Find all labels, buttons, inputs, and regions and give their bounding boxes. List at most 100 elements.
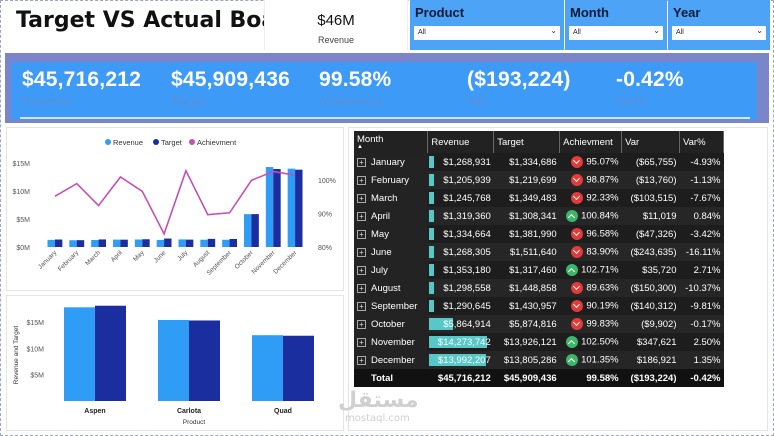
- bar-revenue: [91, 240, 99, 247]
- table-row[interactable]: + December $13,992,207 $13,805,286 101.35% $1…: [354, 351, 724, 369]
- bar-revenue: [47, 239, 55, 247]
- bar-revenue: [222, 239, 230, 247]
- expand-icon[interactable]: +: [357, 247, 366, 257]
- cell-achievement: 101.35%: [559, 351, 622, 369]
- table-row[interactable]: + January $1,268,931 $1,334,686 95.07% ($65,7…: [354, 153, 724, 171]
- cell-month[interactable]: + July: [354, 261, 428, 279]
- expand-icon[interactable]: +: [357, 319, 366, 329]
- cell-revenue: $1,334,664: [427, 225, 494, 243]
- cell-var-percent: 0.84%: [679, 207, 724, 225]
- expand-icon[interactable]: +: [357, 211, 366, 221]
- cell-month[interactable]: + September: [354, 297, 428, 315]
- x-tick-label: Aspen: [84, 408, 105, 415]
- cell-month[interactable]: + October: [354, 315, 428, 333]
- slicer-month-dropdown[interactable]: All ⌄: [569, 26, 663, 40]
- x-tick-label: July: [176, 249, 190, 263]
- col-var[interactable]: Var: [621, 131, 680, 153]
- expand-icon[interactable]: +: [357, 175, 366, 185]
- table-row[interactable]: + August $1,298,558 $1,448,858 89.63% ($150,3…: [354, 279, 724, 297]
- slicer-year-dropdown[interactable]: All ⌄: [672, 26, 766, 40]
- kpi-var-percent: -0.42% Var%: [616, 68, 684, 108]
- revenue-databar: [428, 246, 435, 258]
- arrow-down-icon: [571, 300, 584, 312]
- table-row[interactable]: + October $5,864,914 $5,874,816 99.83% ($9,90…: [354, 315, 724, 333]
- expand-icon[interactable]: +: [357, 157, 366, 167]
- watermark-logo: مستقل: [338, 388, 419, 413]
- bar-target: [142, 239, 150, 247]
- cell-month[interactable]: + August: [354, 279, 428, 297]
- expand-icon[interactable]: +: [357, 265, 366, 275]
- cell-month[interactable]: + May: [354, 225, 428, 243]
- cell-revenue: $5,864,914: [427, 315, 494, 333]
- table-row[interactable]: + May $1,334,664 $1,381,990 96.58% ($47,326) -…: [354, 225, 724, 243]
- table-row[interactable]: + April $1,319,360 $1,308,341 100.84% $11,019…: [354, 207, 724, 225]
- cell-revenue: $1,268,305: [427, 243, 494, 261]
- table-row[interactable]: + September $1,290,645 $1,430,957 90.19% ($14…: [354, 297, 724, 315]
- bar-revenue: [156, 239, 165, 247]
- table-row[interactable]: + July $1,353,180 $1,317,460 102.71% $35,720 2…: [354, 261, 724, 279]
- monthly-chart: Revenue Target Achievment $15M $10M $5M $0M 100…: [12, 138, 335, 277]
- cell-month[interactable]: + April: [354, 207, 428, 225]
- cell-revenue: $1,298,558: [427, 279, 494, 297]
- slicer-product-dropdown[interactable]: All ⌄: [414, 26, 560, 40]
- x-tick-label: February: [57, 249, 81, 273]
- col-target[interactable]: Target: [493, 131, 561, 153]
- table-row[interactable]: + March $1,245,768 $1,349,483 92.33% ($103,51…: [354, 189, 724, 207]
- revenue-card-label: Revenue: [317, 35, 355, 45]
- x-tick-label: March: [84, 249, 102, 267]
- cell-var-percent: -9.81%: [679, 297, 724, 315]
- cell-achievement: 99.83%: [559, 315, 622, 333]
- y-tick-label: $10M: [26, 346, 44, 353]
- kpi-target: $45,909,436 Target: [171, 68, 290, 108]
- bar-revenue: [287, 168, 296, 247]
- expand-icon[interactable]: +: [357, 301, 366, 311]
- table-row[interactable]: + November $14,273,742 $13,926,121 102.50% $3…: [354, 333, 724, 351]
- cell-target: $1,349,483: [493, 189, 560, 207]
- col-revenue[interactable]: Revenue: [427, 131, 495, 153]
- cell-month[interactable]: + February: [354, 171, 428, 189]
- cell-month[interactable]: + January: [354, 153, 428, 171]
- revenue-databar: [428, 156, 435, 168]
- cell-target: $1,511,640: [493, 243, 560, 261]
- x-tick-label: August: [192, 249, 211, 268]
- chevron-down-icon: ⌄: [550, 26, 557, 35]
- col-month[interactable]: Month ▲: [354, 131, 429, 153]
- cell-month[interactable]: + December: [354, 351, 428, 369]
- col-var-percent[interactable]: Var%: [679, 131, 724, 153]
- expand-icon[interactable]: +: [357, 337, 366, 347]
- cell-target: $13,805,286: [493, 351, 560, 369]
- kpi-target-value: $45,909,436: [171, 68, 290, 91]
- cell-target: $13,926,121: [493, 333, 560, 351]
- bar-target: [207, 238, 216, 247]
- expand-icon[interactable]: +: [357, 229, 366, 239]
- watermark-url: mostaql.com: [345, 413, 410, 424]
- legend-marker-achievment: [189, 139, 195, 145]
- bar-target: [54, 239, 63, 247]
- bar-revenue: [158, 319, 189, 401]
- x-tick-label: January: [37, 249, 59, 271]
- cell-month[interactable]: + June: [354, 243, 428, 261]
- expand-icon[interactable]: +: [357, 283, 366, 293]
- cell-var: $347,621: [621, 333, 680, 351]
- cell-month[interactable]: + November: [354, 333, 428, 351]
- x-tick-label: October: [234, 249, 256, 271]
- cell-revenue: $1,353,180: [427, 261, 494, 279]
- kpi-var-percent-value: -0.42%: [616, 68, 684, 91]
- cell-month[interactable]: + March: [354, 189, 428, 207]
- arrow-down-icon: [571, 174, 584, 186]
- table-row[interactable]: + February $1,205,939 $1,219,699 98.87% ($13,…: [354, 171, 724, 189]
- expand-icon[interactable]: +: [357, 193, 366, 203]
- cell-achievement: 90.19%: [559, 297, 622, 315]
- expand-icon[interactable]: +: [357, 355, 366, 365]
- cell-var-percent: -16.11%: [679, 243, 724, 261]
- cell-achievement: 98.87%: [559, 171, 622, 189]
- cell-revenue: $1,319,360: [427, 207, 494, 225]
- cell-achievement: 83.90%: [559, 243, 622, 261]
- cell-var-percent: 1.35%: [679, 351, 724, 369]
- col-achievement[interactable]: Achievment: [559, 131, 623, 153]
- revenue-databar: [428, 228, 435, 240]
- chevron-down-icon: ⌄: [653, 26, 660, 35]
- cell-var: ($150,300): [621, 279, 680, 297]
- cell-var-percent: -1.13%: [679, 171, 724, 189]
- table-row[interactable]: + June $1,268,305 $1,511,640 83.90% ($243,635…: [354, 243, 724, 261]
